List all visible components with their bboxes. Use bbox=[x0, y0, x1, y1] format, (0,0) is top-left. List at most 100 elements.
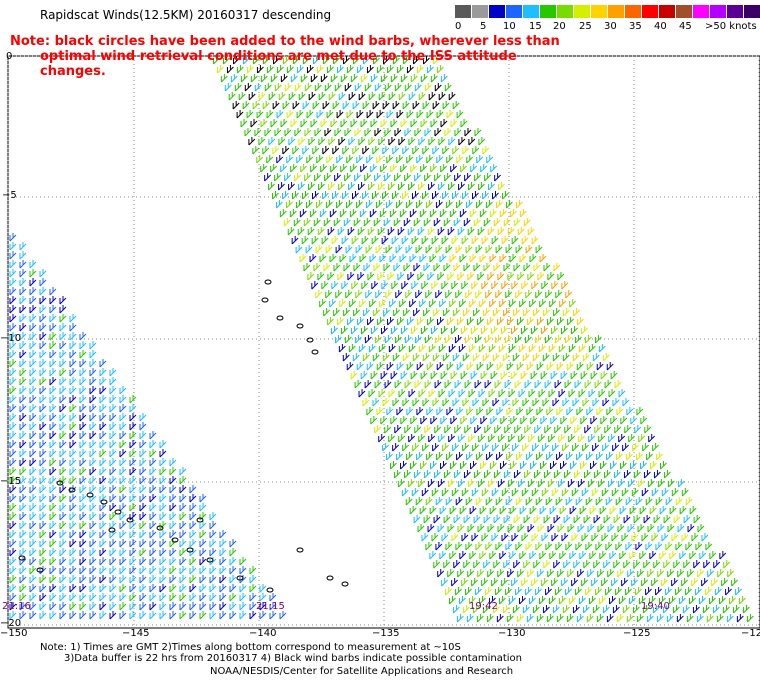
wind-barb bbox=[381, 326, 388, 335]
wind-barb bbox=[503, 560, 511, 569]
wind-barb bbox=[79, 404, 87, 413]
legend-swatch bbox=[659, 5, 676, 18]
wind-barb bbox=[452, 398, 460, 407]
wind-barb bbox=[286, 155, 294, 164]
wind-barb bbox=[569, 596, 576, 605]
wind-barb bbox=[274, 128, 282, 137]
wind-barb bbox=[626, 614, 634, 623]
wind-barb bbox=[435, 200, 443, 209]
wind-barb bbox=[394, 173, 401, 182]
wind-barb bbox=[527, 524, 535, 533]
wind-barb bbox=[59, 467, 67, 476]
wind-barb bbox=[29, 530, 37, 539]
wind-barb bbox=[531, 281, 539, 290]
wind-barb bbox=[440, 119, 448, 128]
wind-barb bbox=[119, 449, 127, 458]
wind-barb bbox=[423, 308, 430, 317]
wind-barb bbox=[456, 110, 464, 119]
wind-barb bbox=[453, 515, 461, 524]
wind-barb bbox=[129, 440, 137, 449]
wind-barb bbox=[606, 452, 613, 461]
wind-barb bbox=[563, 308, 570, 317]
wind-barb bbox=[517, 524, 525, 533]
wind-barb bbox=[414, 173, 421, 182]
wind-barb bbox=[551, 578, 558, 587]
wind-barb bbox=[49, 584, 57, 593]
wind-barb bbox=[9, 413, 17, 422]
island-outline bbox=[196, 517, 204, 523]
wind-barb bbox=[639, 551, 647, 560]
wind-barb bbox=[494, 173, 501, 182]
wind-barb bbox=[250, 74, 258, 83]
wind-barb bbox=[498, 434, 506, 443]
wind-barb bbox=[29, 377, 37, 386]
wind-barb bbox=[350, 164, 358, 173]
wind-barb bbox=[49, 539, 57, 548]
wind-barb bbox=[476, 452, 483, 461]
wind-barb bbox=[561, 281, 569, 290]
wind-barb bbox=[679, 551, 687, 560]
wind-barb bbox=[509, 596, 516, 605]
wind-barb bbox=[327, 272, 335, 281]
wind-barb bbox=[59, 440, 67, 449]
wind-barb bbox=[546, 452, 553, 461]
wind-barb bbox=[415, 245, 423, 254]
wind-barb bbox=[442, 191, 449, 200]
wind-barb bbox=[342, 56, 350, 65]
wind-barb bbox=[380, 164, 388, 173]
wind-barb bbox=[378, 344, 386, 353]
wind-barb bbox=[502, 191, 509, 200]
wind-barb bbox=[39, 422, 47, 431]
wind-barb bbox=[397, 317, 404, 326]
wind-barb bbox=[413, 263, 421, 272]
wind-barb bbox=[9, 368, 17, 377]
wind-barb bbox=[470, 416, 478, 425]
wind-barb bbox=[440, 74, 448, 83]
wind-barb bbox=[411, 281, 419, 290]
wind-barb bbox=[139, 539, 147, 548]
wind-barb bbox=[9, 278, 17, 287]
wind-barb bbox=[119, 584, 127, 593]
wind-barb bbox=[475, 200, 483, 209]
wind-barb bbox=[393, 263, 401, 272]
wind-barb bbox=[555, 542, 563, 551]
wind-barb bbox=[461, 578, 468, 587]
wind-barb bbox=[325, 245, 333, 254]
wind-barb bbox=[49, 386, 57, 395]
wind-barb bbox=[390, 164, 398, 173]
wind-barb bbox=[715, 587, 722, 596]
wind-barb bbox=[431, 488, 439, 497]
wind-barb bbox=[465, 200, 473, 209]
wind-barb bbox=[355, 290, 363, 299]
wind-barb bbox=[540, 416, 548, 425]
wind-barb bbox=[474, 128, 482, 137]
wind-barb bbox=[484, 380, 492, 389]
wind-barb bbox=[591, 488, 599, 497]
wind-barb bbox=[560, 416, 568, 425]
wind-barb bbox=[468, 344, 476, 353]
wind-barb bbox=[346, 155, 354, 164]
wind-barb bbox=[555, 497, 563, 506]
wind-barb bbox=[495, 542, 503, 551]
wind-barb bbox=[139, 548, 147, 557]
wind-barb bbox=[69, 395, 77, 404]
wind-barb bbox=[603, 470, 611, 479]
wind-barb bbox=[306, 155, 314, 164]
footer-credit: NOAA/NESDIS/Center for Satellite Applica… bbox=[210, 666, 514, 677]
wind-barb bbox=[169, 530, 177, 539]
wind-barb bbox=[635, 587, 642, 596]
wind-barb bbox=[129, 494, 137, 503]
wind-barb bbox=[374, 335, 382, 344]
wind-barb bbox=[366, 407, 374, 416]
wind-barb bbox=[59, 395, 67, 404]
wind-barb bbox=[665, 587, 672, 596]
wind-barb bbox=[350, 74, 358, 83]
wind-barb bbox=[534, 380, 542, 389]
wind-barb bbox=[560, 461, 567, 470]
wind-barb bbox=[99, 377, 107, 386]
wind-barb bbox=[69, 575, 77, 584]
wind-barb bbox=[621, 578, 628, 587]
wind-barb bbox=[598, 389, 606, 398]
wind-barb bbox=[159, 449, 167, 458]
wind-barb bbox=[242, 101, 250, 110]
